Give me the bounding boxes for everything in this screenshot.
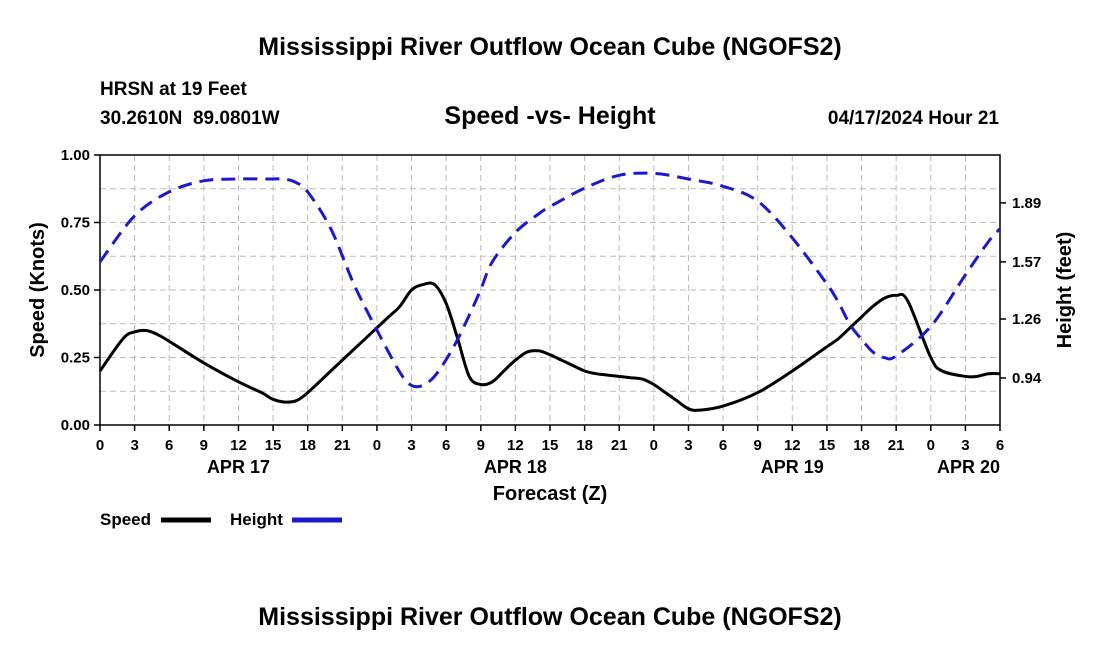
speed-series-line: [98, 281, 1001, 412]
x-tick-label: 12: [230, 437, 247, 454]
x-tick-label: 12: [784, 437, 801, 454]
x-tick-label: 6: [442, 437, 450, 454]
x-tick-label: 3: [961, 437, 969, 454]
date-label: APR 17: [207, 457, 270, 477]
y2-axis-label: Height (feet): [1054, 232, 1076, 349]
x-tick-label: 9: [754, 437, 762, 454]
x-tick-label: 12: [507, 437, 524, 454]
station-name: HRSN at 19 Feet: [100, 79, 247, 100]
legend-height-label: Height: [230, 510, 283, 529]
y-tick-label: 0.75: [61, 215, 90, 232]
y-tick-label: 0.25: [61, 350, 90, 367]
x-tick-label: 9: [477, 437, 485, 454]
date-label: APR 18: [484, 457, 547, 477]
x-tick-label: 3: [130, 437, 138, 454]
date-label: APR 20: [937, 457, 1000, 477]
x-tick-label: 0: [96, 437, 104, 454]
x-tick-label: 0: [927, 437, 935, 454]
chart-title: Speed -vs- Height: [444, 102, 656, 130]
x-tick-label: 15: [819, 437, 836, 454]
ticks-layer: 0 3 6 9 12 15 18 21 0 3 6 9 12 15 18 21 0 3 6 9 12 15 18 21 0 3 6 0…: [61, 147, 1042, 477]
x-tick-label: 18: [853, 437, 870, 454]
legend-speed-label: Speed: [100, 510, 151, 529]
x-tick-label: 15: [265, 437, 282, 454]
x-tick-label: 18: [299, 437, 316, 454]
y2-tick-label: 0.94: [1012, 370, 1042, 387]
x-tick-label: 6: [996, 437, 1004, 454]
forecast-timestamp: 04/17/2024 Hour 21: [828, 108, 1000, 129]
y-tick-label: 1.00: [61, 147, 90, 164]
y2-tick-label: 1.89: [1012, 195, 1041, 212]
station-coords: 30.2610N 89.0801W: [100, 108, 280, 129]
legend: Speed Height: [100, 510, 342, 529]
x-tick-label: 6: [719, 437, 727, 454]
x-tick-label: 9: [200, 437, 208, 454]
x-axis-label: Forecast (Z): [493, 483, 607, 505]
height-series-line: [98, 171, 1002, 389]
y-tick-label: 0.50: [61, 282, 90, 299]
y2-tick-label: 1.26: [1012, 311, 1041, 328]
x-tick-label: 3: [684, 437, 692, 454]
x-tick-label: 0: [650, 437, 658, 454]
y-tick-label: 0.00: [61, 417, 90, 434]
series-layer: [98, 171, 1002, 412]
x-tick-label: 6: [165, 437, 173, 454]
y-axis-label: Speed (Knots): [27, 222, 49, 358]
page-title: Mississippi River Outflow Ocean Cube (NG…: [258, 33, 841, 61]
y2-tick-label: 1.57: [1012, 254, 1041, 271]
x-tick-label: 21: [334, 437, 351, 454]
x-tick-label: 0: [373, 437, 381, 454]
x-tick-label: 21: [611, 437, 628, 454]
date-label: APR 19: [761, 457, 824, 477]
grid: [100, 154, 1000, 425]
page-title-repeat: Mississippi River Outflow Ocean Cube (NG…: [258, 603, 841, 631]
x-tick-label: 21: [888, 437, 905, 454]
x-tick-label: 3: [407, 437, 415, 454]
x-tick-label: 18: [576, 437, 593, 454]
x-tick-label: 15: [542, 437, 559, 454]
